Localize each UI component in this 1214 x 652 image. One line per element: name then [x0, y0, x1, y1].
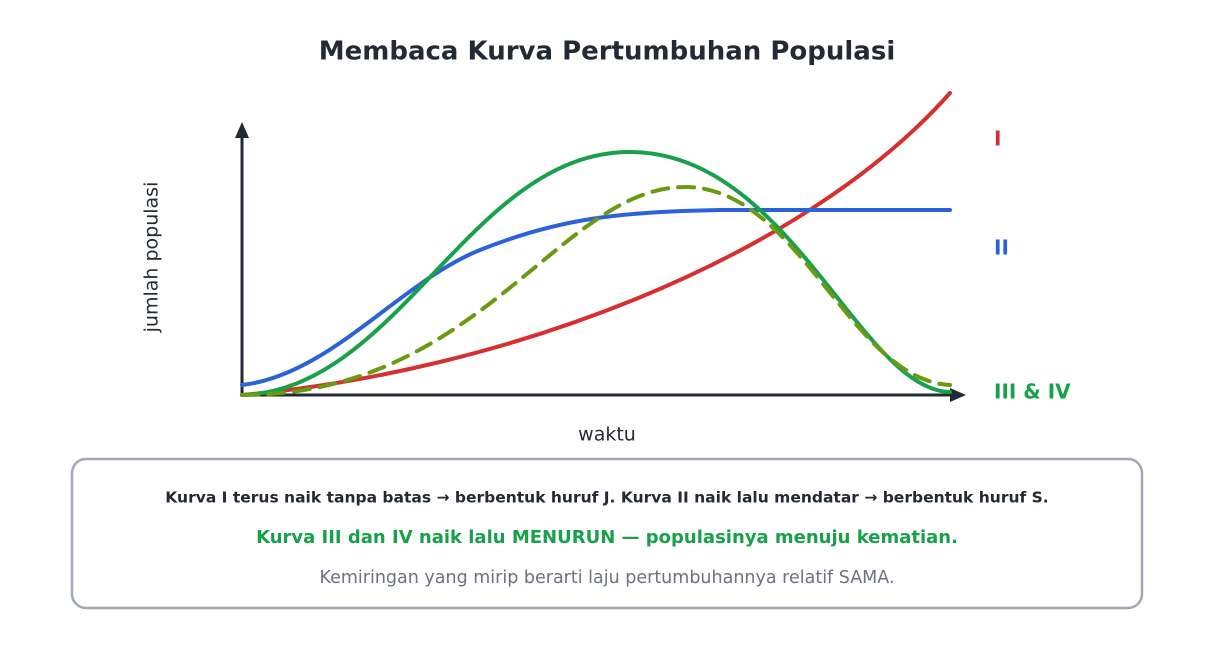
- note-box: [70, 457, 1144, 610]
- curve-iv: [240, 184, 952, 397]
- title: Membaca Kurva Pertumbuhan Populasi: [319, 37, 896, 67]
- y-axis-label: jumlah populasi: [141, 182, 163, 334]
- curve-i: [240, 91, 952, 397]
- curves: [240, 91, 952, 397]
- y-arrow: [235, 122, 249, 138]
- note: Kurva III dan IV naik lalu MENURUN — pop…: [256, 527, 958, 548]
- x-axis-label: waktu: [578, 424, 636, 446]
- curve-label: III & IV: [994, 380, 1071, 404]
- curve-label: I: [994, 127, 1001, 151]
- x-arrow: [950, 388, 966, 402]
- note: Kemiringan yang mirip berarti laju pertu…: [319, 568, 894, 588]
- note: Kurva I terus naik tanpa batas → berbent…: [165, 489, 1048, 507]
- curve-label: II: [994, 236, 1009, 260]
- axes: [240, 132, 955, 397]
- curve-ii: [240, 208, 952, 387]
